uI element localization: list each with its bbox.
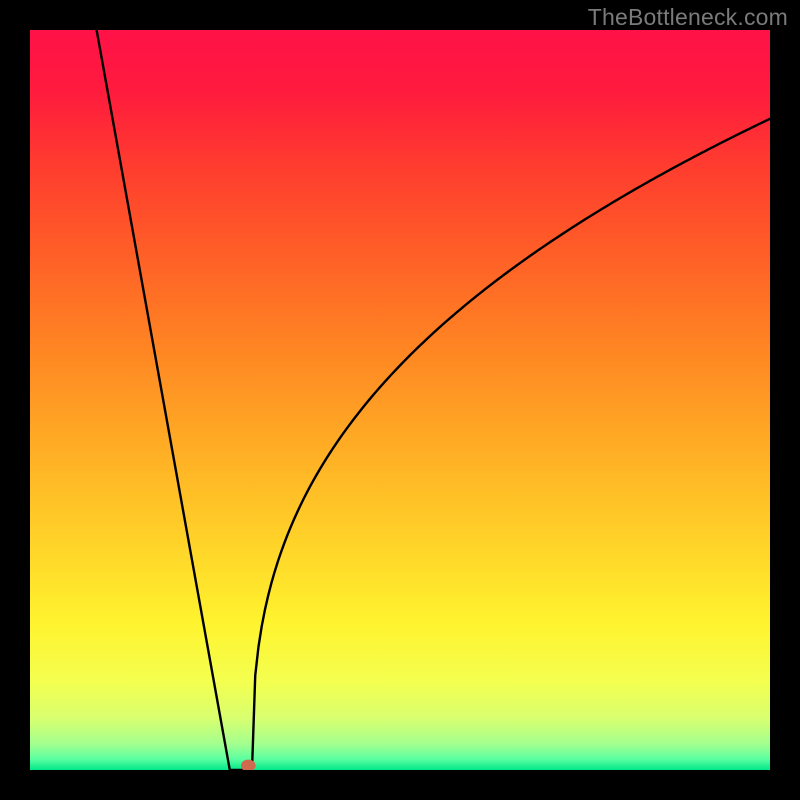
chart-stage: TheBottleneck.com (0, 0, 800, 800)
gradient-background (30, 30, 770, 770)
bottleneck-curve-chart (30, 30, 770, 770)
watermark-text: TheBottleneck.com (588, 4, 788, 31)
